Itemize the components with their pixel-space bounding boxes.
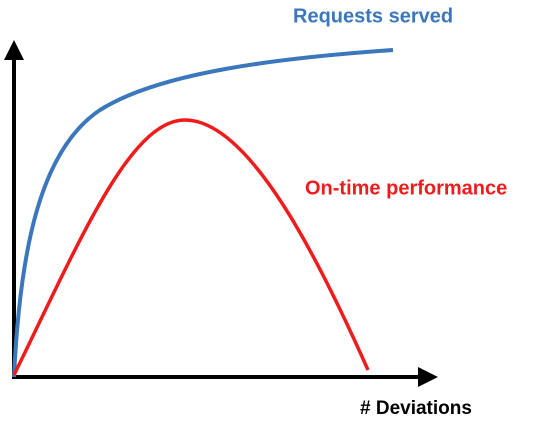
x-axis-label: # Deviations	[360, 398, 472, 419]
requests-curve	[12, 48, 394, 378]
on-time-curve	[12, 118, 370, 376]
requests-label: Requests served	[293, 5, 453, 27]
on-time-label: On-time performance	[305, 177, 507, 199]
